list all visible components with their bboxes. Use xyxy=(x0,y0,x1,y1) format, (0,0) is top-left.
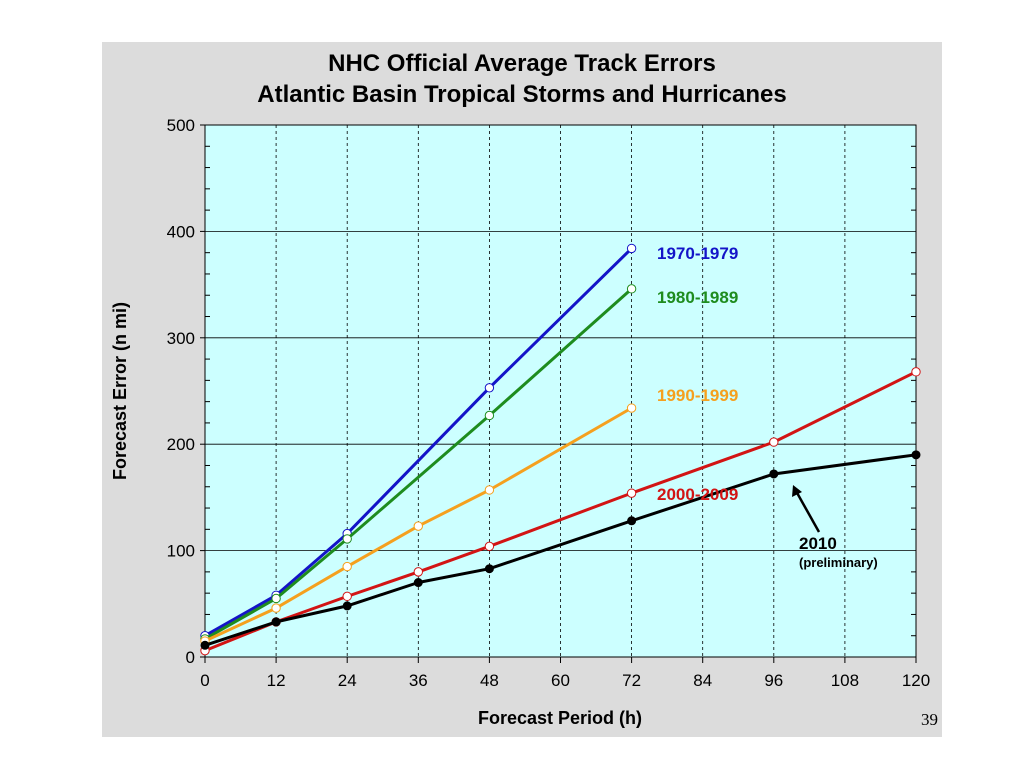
data-point xyxy=(484,485,495,495)
series-label: 1970-1979 xyxy=(657,244,738,263)
series-line xyxy=(204,453,917,647)
data-point xyxy=(626,243,637,254)
x-tick-label: 84 xyxy=(693,671,712,690)
annotation-label: 2010 xyxy=(799,534,837,553)
x-tick-label: 0 xyxy=(200,671,209,690)
series-label: 2000-2009 xyxy=(657,485,738,504)
x-tick-label: 96 xyxy=(764,671,783,690)
series-line xyxy=(204,370,917,652)
data-point xyxy=(342,591,352,602)
data-point xyxy=(342,534,352,544)
annotation-sublabel: (preliminary) xyxy=(799,555,878,570)
x-tick-label: 48 xyxy=(480,671,499,690)
data-point xyxy=(484,564,494,574)
data-point xyxy=(413,567,423,577)
data-point xyxy=(271,617,281,627)
annotation-2010: 2010 (preliminary) xyxy=(792,485,878,570)
chart-title-line-1: NHC Official Average Track Errors xyxy=(328,50,716,77)
data-point xyxy=(342,601,352,611)
x-tick-label: 108 xyxy=(831,671,859,690)
axis-ticks: 0 12 24 36 48 60 72 84 96 108 120 0 100 200 300 400 500 xyxy=(167,116,931,690)
annotation-arrow xyxy=(794,490,821,533)
y-tick-label: 400 xyxy=(167,222,195,241)
data-point xyxy=(271,603,281,613)
data-point xyxy=(200,640,210,650)
x-tick-label: 72 xyxy=(622,671,641,690)
y-tick-label: 500 xyxy=(167,116,195,135)
y-tick-label: 200 xyxy=(167,435,195,454)
chart-title-line-2: Atlantic Basin Tropical Storms and Hurri… xyxy=(257,81,786,108)
data-point xyxy=(413,578,423,588)
x-tick-label: 120 xyxy=(902,671,930,690)
series-layer xyxy=(200,243,921,656)
series-2010 xyxy=(200,450,921,650)
data-point xyxy=(271,593,281,604)
data-point xyxy=(626,403,637,413)
x-tick-label: 36 xyxy=(409,671,428,690)
data-point xyxy=(626,488,637,498)
data-point xyxy=(484,410,495,421)
data-point xyxy=(769,469,779,479)
data-point xyxy=(626,284,637,294)
x-tick-label: 60 xyxy=(551,671,570,690)
series-label: 1990-1999 xyxy=(657,386,738,405)
chart-panel: NHC Official Average Track Errors Atlant… xyxy=(102,42,942,737)
series-labels: 1970-1979 1980-1989 1990-1999 2000-2009 xyxy=(657,244,738,504)
x-tick-label: 24 xyxy=(338,671,357,690)
series-line xyxy=(204,406,633,643)
data-point xyxy=(911,450,921,460)
slide-number: 39 xyxy=(921,710,938,729)
series-label: 1980-1989 xyxy=(657,288,738,307)
annotation-arrowhead xyxy=(792,485,802,497)
y-tick-label: 0 xyxy=(186,648,195,667)
data-point xyxy=(911,367,921,377)
x-tick-label: 12 xyxy=(267,671,286,690)
series-1990-1999 xyxy=(200,403,637,646)
data-point xyxy=(342,561,352,572)
y-axis-title: Forecast Error (n mi) xyxy=(110,302,130,480)
data-point xyxy=(484,383,495,393)
chart-svg: NHC Official Average Track Errors Atlant… xyxy=(110,50,938,729)
x-axis-title: Forecast Period (h) xyxy=(478,708,642,728)
y-tick-label: 100 xyxy=(167,542,195,561)
y-tick-label: 300 xyxy=(167,329,195,348)
data-point xyxy=(627,516,637,526)
data-point xyxy=(413,521,423,531)
data-point xyxy=(484,541,495,552)
data-point xyxy=(769,437,779,447)
